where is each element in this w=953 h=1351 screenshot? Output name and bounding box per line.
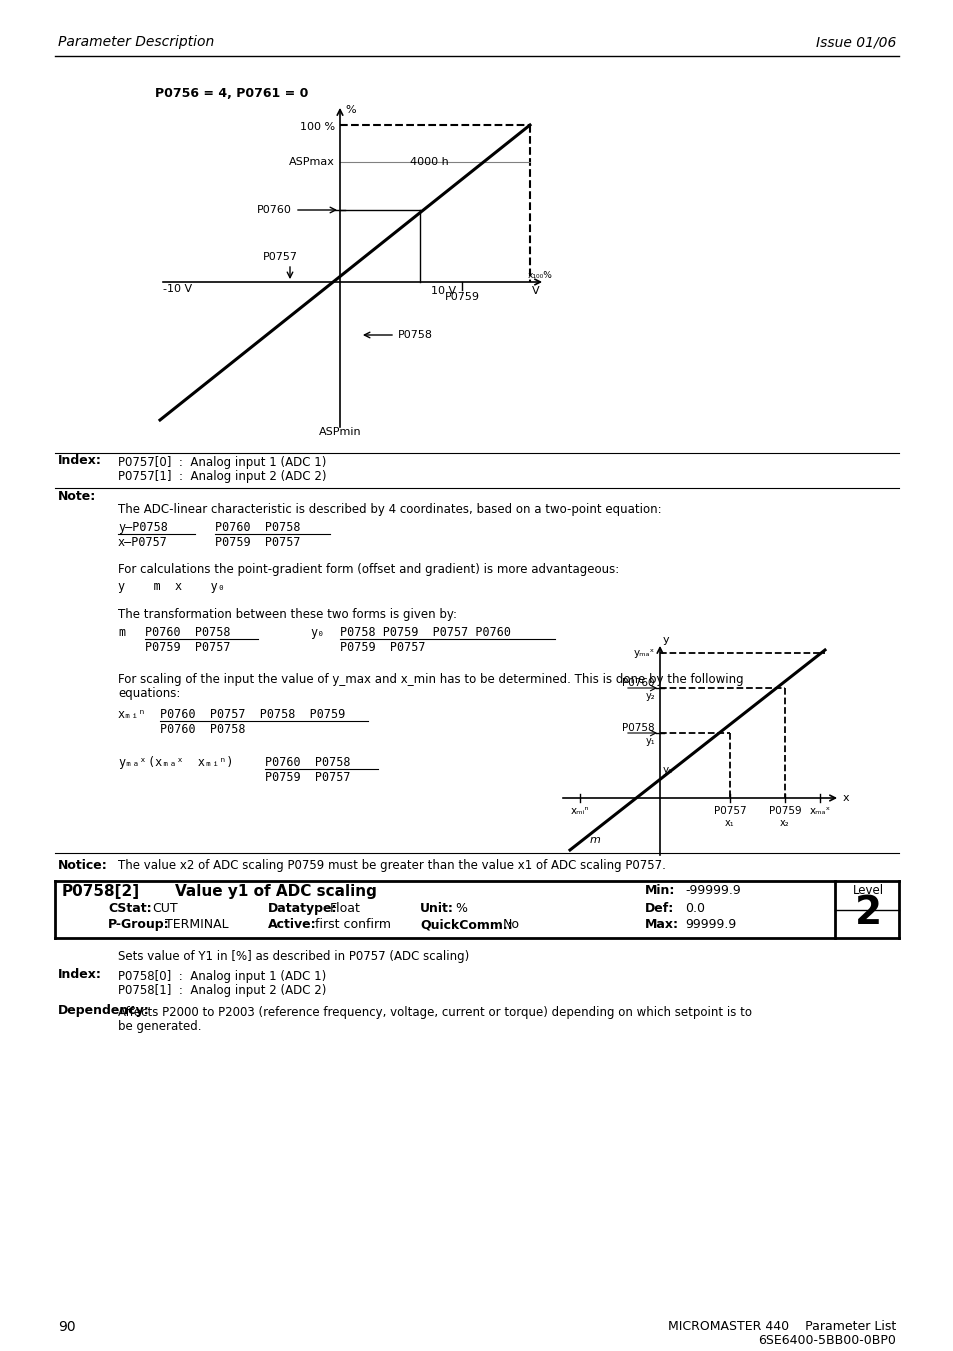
Text: Datatype:: Datatype: — [268, 902, 337, 915]
Text: 4000 h: 4000 h — [410, 157, 448, 168]
Text: P-Group:: P-Group: — [108, 917, 170, 931]
Text: For scaling of the input the value of y_max and x_min has to be determined. This: For scaling of the input the value of y_… — [118, 673, 742, 686]
Text: P0758: P0758 — [621, 723, 655, 734]
Text: MICROMASTER 440    Parameter List: MICROMASTER 440 Parameter List — [667, 1320, 895, 1333]
Text: yₘₐˣ: yₘₐˣ — [633, 648, 655, 658]
Text: TERMINAL: TERMINAL — [165, 917, 229, 931]
Text: yₘₐˣ: yₘₐˣ — [118, 757, 147, 769]
Text: x₁: x₁ — [724, 817, 734, 828]
Text: P0758[0]  :  Analog input 1 (ADC 1): P0758[0] : Analog input 1 (ADC 1) — [118, 970, 326, 984]
Text: P0758 P0759  P0757 P0760: P0758 P0759 P0757 P0760 — [339, 626, 511, 639]
Text: x₂: x₂ — [780, 817, 789, 828]
Text: be generated.: be generated. — [118, 1020, 201, 1034]
Text: 6SE6400-5BB00-0BP0: 6SE6400-5BB00-0BP0 — [758, 1333, 895, 1347]
Text: P0759: P0759 — [444, 292, 479, 303]
Text: y₂: y₂ — [644, 690, 655, 701]
Text: x₁₀₀%: x₁₀₀% — [527, 272, 553, 280]
Text: P0759: P0759 — [768, 807, 801, 816]
Text: No: No — [502, 917, 519, 931]
Text: (xₘₐˣ  xₘᵢⁿ): (xₘₐˣ xₘᵢⁿ) — [148, 757, 233, 769]
Text: P0759  P0757: P0759 P0757 — [145, 640, 231, 654]
Text: Note:: Note: — [58, 490, 96, 503]
Text: P0760  P0758: P0760 P0758 — [214, 521, 300, 534]
Text: ASPmin: ASPmin — [318, 427, 361, 436]
Text: P0760: P0760 — [257, 205, 292, 215]
Text: first confirm: first confirm — [314, 917, 391, 931]
Text: y₀: y₀ — [662, 765, 673, 775]
Text: x–P0757: x–P0757 — [118, 536, 168, 549]
Text: 99999.9: 99999.9 — [684, 917, 736, 931]
Text: y₀: y₀ — [310, 626, 324, 639]
Text: P0760  P0758: P0760 P0758 — [145, 626, 231, 639]
Text: P0757[1]  :  Analog input 2 (ADC 2): P0757[1] : Analog input 2 (ADC 2) — [118, 470, 326, 484]
Text: The ADC-linear characteristic is described by 4 coordinates, based on a two-poin: The ADC-linear characteristic is describ… — [118, 503, 661, 516]
Text: P0760: P0760 — [622, 678, 655, 688]
Text: P0757: P0757 — [262, 253, 297, 262]
Text: P0756 = 4, P0761 = 0: P0756 = 4, P0761 = 0 — [154, 86, 308, 100]
Text: -99999.9: -99999.9 — [684, 884, 740, 897]
Text: CStat:: CStat: — [108, 902, 152, 915]
Text: P0760  P0757  P0758  P0759: P0760 P0757 P0758 P0759 — [160, 708, 345, 721]
Text: P0760  P0758: P0760 P0758 — [160, 723, 245, 736]
Text: y₁: y₁ — [644, 736, 655, 746]
Text: -10 V: -10 V — [163, 284, 193, 295]
Text: P0757: P0757 — [713, 807, 745, 816]
Text: For calculations the point-gradient form (offset and gradient) is more advantage: For calculations the point-gradient form… — [118, 563, 618, 576]
Text: Max:: Max: — [644, 917, 679, 931]
Text: Value y1 of ADC scaling: Value y1 of ADC scaling — [174, 884, 376, 898]
Text: y    m  x    y₀: y m x y₀ — [118, 580, 225, 593]
Text: y–P0758: y–P0758 — [118, 521, 168, 534]
Text: Unit:: Unit: — [419, 902, 454, 915]
Text: The value x2 of ADC scaling P0759 must be greater than the value x1 of ADC scali: The value x2 of ADC scaling P0759 must b… — [118, 859, 665, 871]
Text: Level: Level — [852, 884, 882, 897]
Text: m: m — [589, 835, 599, 844]
Text: P0758[1]  :  Analog input 2 (ADC 2): P0758[1] : Analog input 2 (ADC 2) — [118, 984, 326, 997]
Text: m: m — [118, 626, 125, 639]
Text: y: y — [662, 635, 669, 644]
Text: Index:: Index: — [58, 969, 102, 981]
Text: %: % — [345, 105, 355, 115]
Text: Issue 01/06: Issue 01/06 — [815, 35, 895, 49]
Text: P0759  P0757: P0759 P0757 — [214, 536, 300, 549]
Text: Float: Float — [330, 902, 360, 915]
Text: Def:: Def: — [644, 902, 674, 915]
Text: P0759  P0757: P0759 P0757 — [339, 640, 425, 654]
Text: V: V — [532, 286, 539, 296]
Text: ASPmax: ASPmax — [289, 157, 335, 168]
Text: xₘᵢⁿ: xₘᵢⁿ — [118, 708, 147, 721]
Text: Min:: Min: — [644, 884, 675, 897]
Text: P0759  P0757: P0759 P0757 — [265, 771, 350, 784]
Text: 100 %: 100 % — [299, 122, 335, 132]
Text: Active:: Active: — [268, 917, 316, 931]
Text: %: % — [455, 902, 467, 915]
Text: 2: 2 — [854, 894, 881, 932]
Text: xₘₐˣ: xₘₐˣ — [808, 807, 830, 816]
Text: Notice:: Notice: — [58, 859, 108, 871]
Text: x: x — [842, 793, 849, 802]
Text: xₘᵢⁿ: xₘᵢⁿ — [570, 807, 589, 816]
Text: Affects P2000 to P2003 (reference frequency, voltage, current or torque) dependi: Affects P2000 to P2003 (reference freque… — [118, 1006, 751, 1019]
Text: 0.0: 0.0 — [684, 902, 704, 915]
Text: 10 V: 10 V — [431, 286, 456, 296]
Text: Index:: Index: — [58, 454, 102, 467]
Text: P0758[2]: P0758[2] — [62, 884, 140, 898]
Text: Parameter Description: Parameter Description — [58, 35, 214, 49]
Text: equations:: equations: — [118, 688, 180, 700]
Text: The transformation between these two forms is given by:: The transformation between these two for… — [118, 608, 456, 621]
Text: Dependency:: Dependency: — [58, 1004, 150, 1017]
Text: P0757[0]  :  Analog input 1 (ADC 1): P0757[0] : Analog input 1 (ADC 1) — [118, 457, 326, 469]
Text: CUT: CUT — [152, 902, 177, 915]
Text: QuickComm.:: QuickComm.: — [419, 917, 512, 931]
Text: Sets value of Y1 in [%] as described in P0757 (ADC scaling): Sets value of Y1 in [%] as described in … — [118, 950, 469, 963]
Text: P0758: P0758 — [397, 330, 433, 340]
Text: P0760  P0758: P0760 P0758 — [265, 757, 350, 769]
Text: 90: 90 — [58, 1320, 75, 1333]
